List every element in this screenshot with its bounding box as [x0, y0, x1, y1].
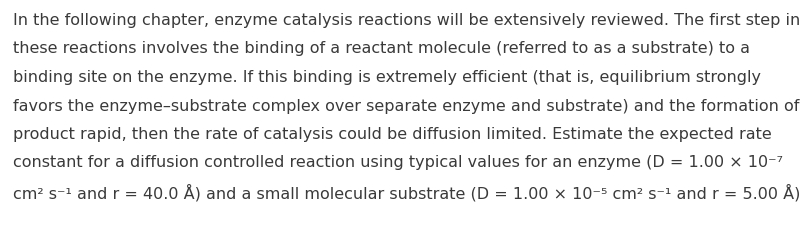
Text: cm² s⁻¹ and r = 40.0 Å) and a small molecular substrate (D = 1.00 × 10⁻⁵ cm² s⁻¹: cm² s⁻¹ and r = 40.0 Å) and a small mole… [13, 183, 800, 201]
Text: product rapid, then the rate of catalysis could be diffusion limited. Estimate t: product rapid, then the rate of catalysi… [13, 126, 772, 141]
Text: constant for a diffusion controlled reaction using typical values for an enzyme : constant for a diffusion controlled reac… [13, 155, 783, 170]
Text: these reactions involves the binding of a reactant molecule (referred to as a su: these reactions involves the binding of … [13, 41, 750, 56]
Text: favors the enzyme–substrate complex over separate enzyme and substrate) and the : favors the enzyme–substrate complex over… [13, 98, 799, 113]
Text: binding site on the enzyme. If this binding is extremely efficient (that is, equ: binding site on the enzyme. If this bind… [13, 70, 761, 85]
Text: In the following chapter, enzyme catalysis reactions will be extensively reviewe: In the following chapter, enzyme catalys… [13, 13, 800, 28]
